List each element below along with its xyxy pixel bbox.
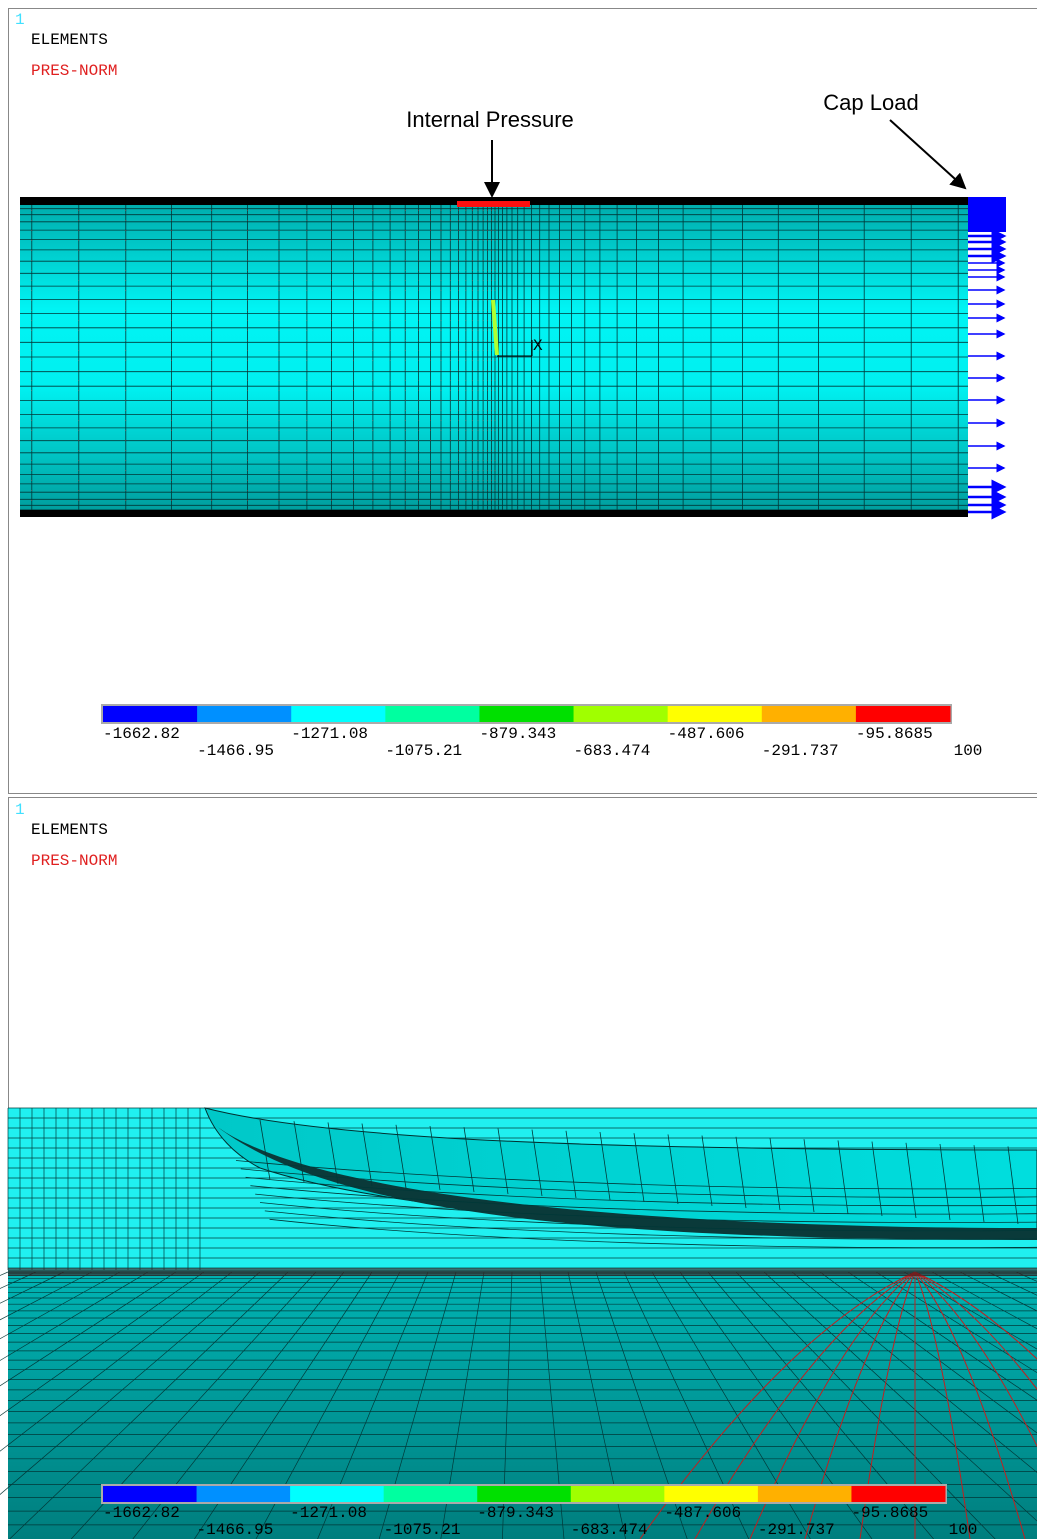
legend-label: -1662.82 xyxy=(103,1504,180,1522)
legend-swatch xyxy=(758,1486,852,1502)
cap-load xyxy=(968,197,1006,232)
legend-swatch xyxy=(851,1486,945,1502)
legend-label: -683.474 xyxy=(571,1521,648,1539)
legend-swatch xyxy=(571,1486,665,1502)
legend-swatch xyxy=(291,706,386,722)
window-number: 1 xyxy=(15,11,25,29)
plot-title: ELEMENTS xyxy=(31,821,108,839)
window-number: 1 xyxy=(15,801,25,819)
legend-swatch xyxy=(197,1486,291,1502)
legend-label: -879.343 xyxy=(479,725,556,743)
legend-label: -487.606 xyxy=(664,1504,741,1522)
legend-label: -1271.08 xyxy=(291,725,368,743)
plot-subtitle: PRES-NORM xyxy=(31,62,117,80)
legend-label: 100 xyxy=(954,742,983,760)
pressure-load xyxy=(457,201,530,207)
legend-label: -487.606 xyxy=(668,725,745,743)
legend-label: 100 xyxy=(949,1521,978,1539)
legend-swatch xyxy=(664,1486,758,1502)
legend-label: -683.474 xyxy=(574,742,651,760)
legend-swatch xyxy=(479,706,574,722)
annotation: Internal Pressure xyxy=(406,107,574,132)
legend-label: -291.737 xyxy=(758,1521,835,1539)
legend-swatch xyxy=(197,706,292,722)
legend-label: -95.8685 xyxy=(856,725,933,743)
legend-swatch xyxy=(856,706,951,722)
legend-swatch xyxy=(103,706,198,722)
legend-label: -879.343 xyxy=(477,1504,554,1522)
page: {"panels": [ {"window_number": "1", "tit… xyxy=(0,0,1037,1539)
legend-swatch xyxy=(574,706,669,722)
legend-label: -1075.21 xyxy=(385,742,462,760)
legend-label: -1075.21 xyxy=(384,1521,461,1539)
plot-subtitle: PRES-NORM xyxy=(31,852,117,870)
legend-label: -95.8685 xyxy=(851,1504,928,1522)
pressure-band xyxy=(8,1268,1037,1276)
screenshot: 1 ELEMENTS PRES-NORM Internal Pressure C… xyxy=(0,0,1037,1539)
legend-swatch xyxy=(103,1486,197,1502)
legend-label: -1271.08 xyxy=(290,1504,367,1522)
plot-title: ELEMENTS xyxy=(31,31,108,49)
mesh-edge xyxy=(20,510,968,517)
legend-label: -1466.95 xyxy=(197,742,274,760)
legend-swatch xyxy=(290,1486,384,1502)
annotation: Cap Load xyxy=(823,90,918,115)
axis-label: X xyxy=(533,337,543,355)
legend-label: -291.737 xyxy=(762,742,839,760)
legend-swatch xyxy=(762,706,857,722)
legend-swatch xyxy=(477,1486,571,1502)
legend-label: -1662.82 xyxy=(103,725,180,743)
legend-swatch xyxy=(384,1486,478,1502)
legend-swatch xyxy=(385,706,480,722)
legend-swatch xyxy=(668,706,763,722)
legend-label: -1466.95 xyxy=(197,1521,274,1539)
